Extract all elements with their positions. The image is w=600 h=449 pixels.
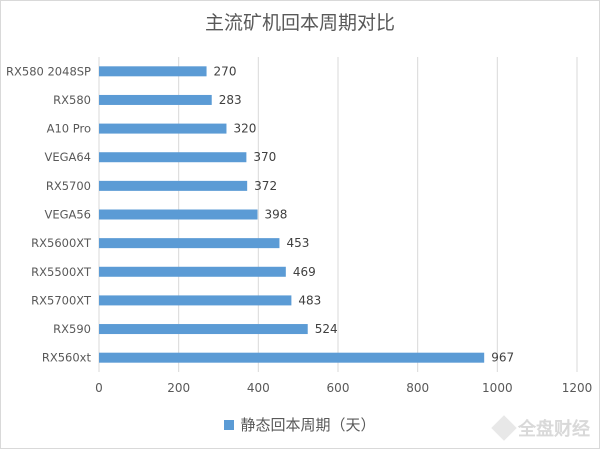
data-label: 967 xyxy=(491,351,514,365)
bar xyxy=(99,209,258,220)
bar xyxy=(99,180,248,191)
bar xyxy=(99,266,286,277)
category-label: A10 Pro xyxy=(47,122,91,136)
bar xyxy=(99,352,485,363)
bar xyxy=(99,295,292,306)
bars xyxy=(99,66,485,363)
data-label: 372 xyxy=(254,179,277,193)
x-tick-label: 1000 xyxy=(482,381,513,395)
legend-label: 静态回本周期（天） xyxy=(240,416,376,434)
data-label: 453 xyxy=(286,236,309,250)
x-tick-label: 400 xyxy=(247,381,270,395)
data-label: 524 xyxy=(315,322,338,336)
category-label: RX5700 xyxy=(46,179,91,193)
category-label: RX560xt xyxy=(42,351,92,365)
data-label: 320 xyxy=(233,122,256,136)
value-labels: 270 283 320 370 372 398 453 469 483 524 967 xyxy=(214,64,515,364)
bar xyxy=(99,94,212,105)
category-label: VEGA64 xyxy=(44,150,91,164)
watermark: 全盘财经 xyxy=(491,415,590,441)
chart-title: 主流矿机回本周期对比 xyxy=(204,12,395,34)
data-label: 270 xyxy=(214,64,237,78)
data-label: 469 xyxy=(293,265,316,279)
bar xyxy=(99,152,247,163)
x-tick-label: 1200 xyxy=(562,381,593,395)
bar xyxy=(99,238,280,249)
bar xyxy=(99,324,308,335)
x-axis-ticks: 0 200 400 600 800 1000 1200 xyxy=(95,381,592,395)
x-tick-label: 800 xyxy=(406,381,429,395)
category-label: VEGA56 xyxy=(44,208,91,222)
legend-swatch xyxy=(224,419,235,430)
legend: 静态回本周期（天） xyxy=(0,414,600,435)
category-label: RX5700XT xyxy=(31,293,92,307)
bar xyxy=(99,66,207,77)
data-label: 370 xyxy=(253,150,276,164)
x-tick-label: 0 xyxy=(95,381,103,395)
category-label: RX580 2048SP xyxy=(6,64,91,78)
watermark-text: 全盘财经 xyxy=(518,419,590,440)
bar xyxy=(99,123,227,134)
data-label: 483 xyxy=(298,293,321,307)
watermark-logo-icon xyxy=(491,415,517,441)
data-label: 398 xyxy=(265,208,288,222)
category-label: RX580 xyxy=(53,93,91,107)
category-label: RX5500XT xyxy=(31,265,92,279)
x-tick-label: 600 xyxy=(327,381,350,395)
data-label: 283 xyxy=(219,93,242,107)
category-label: RX5600XT xyxy=(31,236,92,250)
category-labels: RX580 2048SP RX580 A10 Pro VEGA64 RX5700 VEGA… xyxy=(6,64,92,364)
category-label: RX590 xyxy=(53,322,91,336)
x-tick-label: 200 xyxy=(167,381,190,395)
